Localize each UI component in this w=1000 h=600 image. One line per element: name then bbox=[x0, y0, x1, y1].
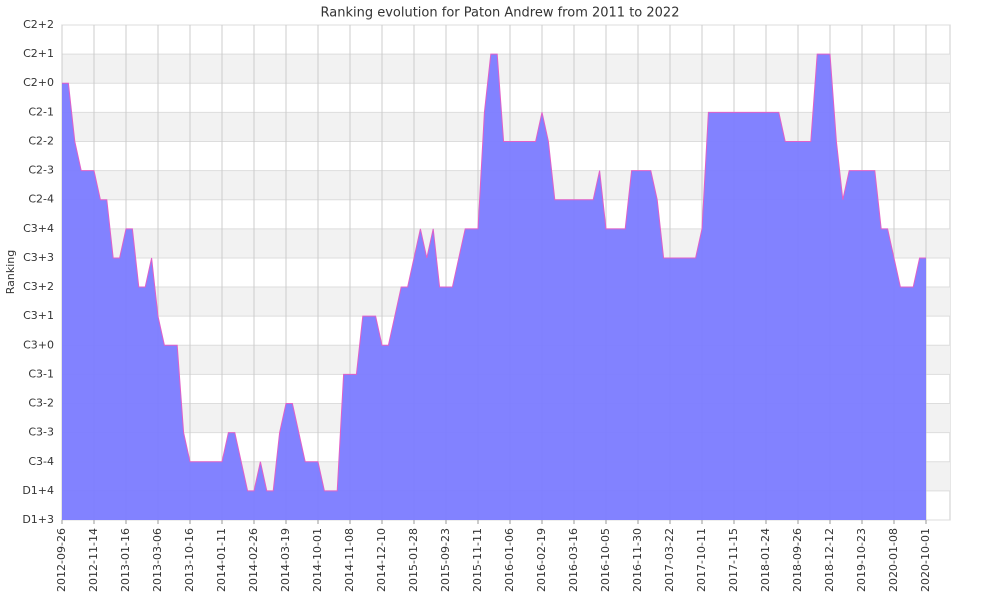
y-tick-label: C2+1 bbox=[23, 47, 54, 60]
chart-title: Ranking evolution for Paton Andrew from … bbox=[321, 6, 680, 21]
x-tick-label: 2014-03-19 bbox=[279, 528, 292, 592]
x-tick-label: 2012-09-26 bbox=[55, 528, 68, 592]
x-tick-label: 2013-03-06 bbox=[151, 528, 164, 592]
x-tick-label: 2017-11-15 bbox=[727, 528, 740, 592]
y-tick-label: C3+2 bbox=[23, 280, 54, 293]
y-axis-label: Ranking bbox=[4, 250, 17, 295]
y-tick-label: C3-2 bbox=[28, 397, 54, 410]
x-tick-label: 2015-11-11 bbox=[471, 528, 484, 592]
x-tick-label: 2016-03-16 bbox=[567, 528, 580, 592]
area bbox=[62, 54, 926, 520]
x-tick-label: 2013-01-16 bbox=[119, 528, 132, 592]
y-tick-label: D1+4 bbox=[22, 484, 54, 497]
x-tick-label: 2018-12-12 bbox=[823, 528, 836, 592]
x-tick-label: 2015-09-23 bbox=[439, 528, 452, 592]
x-tick-label: 2014-11-08 bbox=[343, 528, 356, 592]
x-tick-label: 2012-11-14 bbox=[87, 528, 100, 592]
y-tick-label: C2+0 bbox=[23, 76, 54, 89]
y-tick-label: C3-3 bbox=[28, 426, 54, 439]
y-tick-label: C2-2 bbox=[28, 134, 54, 147]
x-tick-label: 2014-01-11 bbox=[215, 528, 228, 592]
x-tick-label: 2018-09-26 bbox=[791, 528, 804, 592]
x-tick-label: 2018-01-24 bbox=[759, 528, 772, 592]
y-tick-label: C3-4 bbox=[28, 455, 54, 468]
x-tick-label: 2020-10-01 bbox=[919, 528, 932, 592]
y-tick-label: C3+0 bbox=[23, 338, 54, 351]
x-tick-label: 2014-02-26 bbox=[247, 528, 260, 592]
y-tick-label: C2+2 bbox=[23, 18, 54, 31]
x-tick-label: 2020-01-08 bbox=[887, 528, 900, 592]
line bbox=[62, 53, 926, 492]
x-tick-label: 2014-12-10 bbox=[375, 528, 388, 592]
y-tick-label: C3+4 bbox=[23, 222, 54, 235]
x-tick-label: 2017-10-11 bbox=[695, 528, 708, 592]
y-tick-label: C2-3 bbox=[28, 164, 54, 177]
y-tick-label: C3+1 bbox=[23, 309, 54, 322]
x-tick-label: 2014-10-01 bbox=[311, 528, 324, 592]
y-tick-label: C2-4 bbox=[28, 193, 54, 206]
y-tick-label: D1+3 bbox=[22, 513, 54, 526]
x-tick-label: 2019-10-23 bbox=[855, 528, 868, 592]
y-tick-label: C3-1 bbox=[28, 367, 54, 380]
grid-band bbox=[62, 112, 950, 142]
x-tick-label: 2016-10-05 bbox=[599, 528, 612, 592]
y-tick-label: C3+3 bbox=[23, 251, 54, 264]
x-tick-label: 2013-10-16 bbox=[183, 528, 196, 592]
x-tick-label: 2016-11-30 bbox=[631, 528, 644, 592]
grid-band bbox=[62, 54, 950, 84]
x-tick-label: 2017-03-22 bbox=[663, 528, 676, 592]
y-tick-label: C2-1 bbox=[28, 105, 54, 118]
x-tick-label: 2015-01-28 bbox=[407, 528, 420, 592]
x-tick-label: 2016-02-19 bbox=[535, 528, 548, 592]
x-tick-label: 2016-01-06 bbox=[503, 528, 516, 592]
